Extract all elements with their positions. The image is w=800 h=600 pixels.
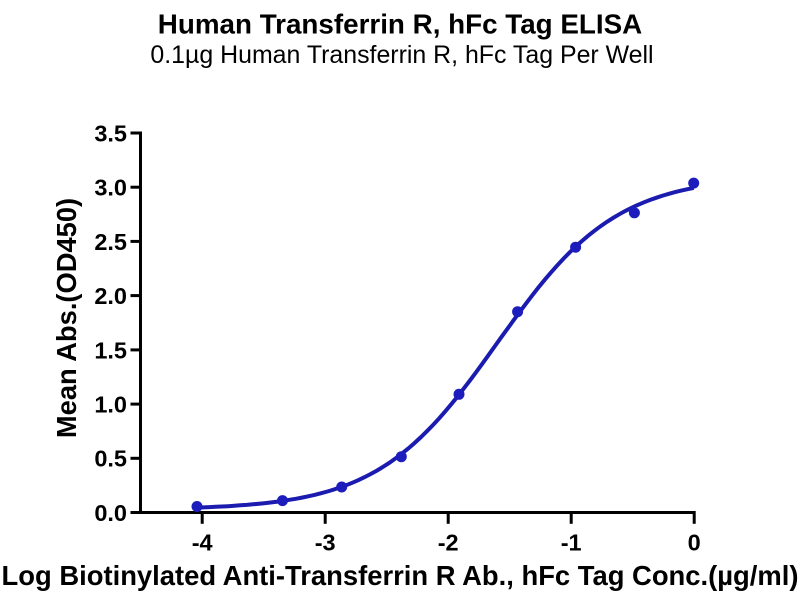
svg-text:-3: -3 bbox=[315, 530, 336, 556]
svg-text:Log Biotinylated Anti-Transfer: Log Biotinylated Anti-Transferrin R Ab.,… bbox=[2, 560, 799, 591]
svg-text:1.0: 1.0 bbox=[94, 392, 127, 418]
svg-text:Human Transferrin R, hFc Tag E: Human Transferrin R, hFc Tag ELISA bbox=[158, 9, 642, 40]
svg-text:0.5: 0.5 bbox=[94, 446, 127, 472]
svg-text:-1: -1 bbox=[561, 530, 582, 556]
svg-text:3.0: 3.0 bbox=[94, 175, 127, 201]
svg-text:-4: -4 bbox=[192, 530, 213, 556]
svg-text:3.5: 3.5 bbox=[94, 120, 127, 146]
svg-text:2.5: 2.5 bbox=[94, 229, 127, 255]
svg-text:1.5: 1.5 bbox=[94, 337, 127, 363]
svg-text:0.1µg Human Transferrin R, hFc: 0.1µg Human Transferrin R, hFc Tag Per W… bbox=[150, 41, 653, 69]
svg-text:2.0: 2.0 bbox=[94, 283, 127, 309]
svg-text:0.0: 0.0 bbox=[94, 500, 127, 526]
svg-text:0: 0 bbox=[688, 530, 701, 556]
svg-text:-2: -2 bbox=[438, 530, 459, 556]
svg-text:Mean Abs.(OD450): Mean Abs.(OD450) bbox=[51, 198, 82, 438]
